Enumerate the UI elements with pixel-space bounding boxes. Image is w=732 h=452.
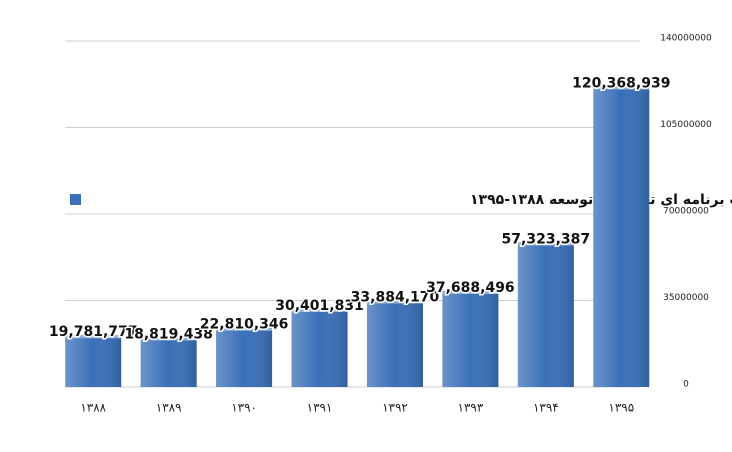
- bar-top: [291, 308, 348, 312]
- x-tick-label: ۱۳۹۴: [533, 401, 559, 415]
- x-tick-label: ۱۳۹۲: [382, 401, 408, 415]
- legend-swatch: [70, 194, 81, 205]
- bar-top: [140, 337, 197, 341]
- bar-shine: [517, 245, 574, 387]
- bar-top: [65, 335, 122, 339]
- y-tick-label: 70000000: [663, 207, 709, 217]
- x-tick-label: ۱۳۸۹: [156, 401, 182, 415]
- bar-shine: [366, 303, 423, 387]
- bar-top: [517, 242, 574, 246]
- y-tick-label: 140000000: [660, 34, 712, 44]
- bar-shine: [140, 340, 197, 387]
- bar-shine: [291, 311, 348, 387]
- value-label: 30,401,831: [275, 298, 364, 314]
- bar-shine: [442, 293, 499, 387]
- value-label: 22,810,346: [200, 317, 289, 333]
- x-tick-label: ۱۳۸۸: [80, 401, 106, 415]
- value-label: 18,819,438: [124, 326, 213, 342]
- x-tick-label: ۱۳۹۵: [608, 401, 634, 415]
- bar-shine: [65, 338, 122, 387]
- y-tick-label: 105000000: [660, 120, 712, 130]
- value-label: 33,884,170: [351, 289, 440, 305]
- value-label: 37,688,496: [426, 280, 515, 296]
- x-tick-label: ۱۳۹۳: [458, 401, 484, 415]
- bar-top: [442, 290, 499, 294]
- bar-shine: [593, 89, 650, 388]
- y-tick-label: 35000000: [663, 293, 709, 303]
- value-label: 57,323,387: [502, 231, 591, 247]
- bar-top: [593, 86, 650, 90]
- y-tick-label: 0: [683, 380, 689, 390]
- bar-top: [366, 300, 423, 304]
- value-label: 120,368,939: [572, 76, 670, 92]
- value-label: 19,781,777: [49, 324, 138, 340]
- bar-top: [216, 327, 273, 331]
- x-tick-label: ۱۳۹۱: [307, 401, 333, 415]
- x-tick-label: ۱۳۹۰: [231, 401, 257, 415]
- bar-shine: [216, 330, 273, 387]
